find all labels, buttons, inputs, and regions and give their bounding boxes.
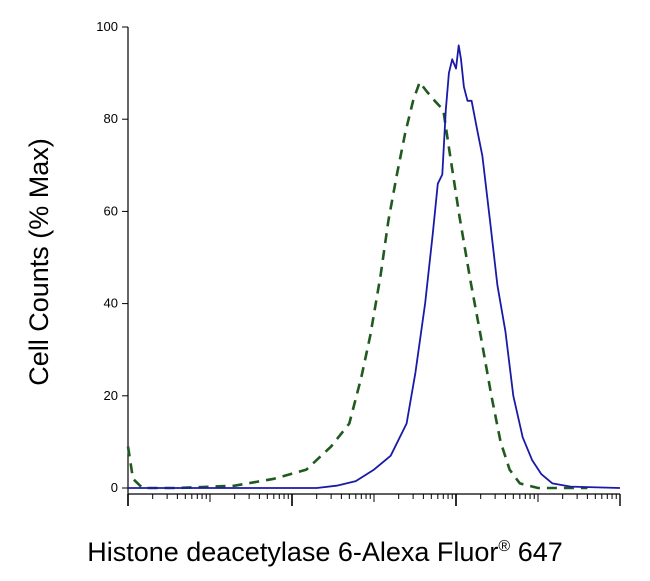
x-axis-title-suffix: 647 [510,537,563,567]
y-tick-label: 40 [104,296,118,311]
y-tick-label: 0 [111,480,118,495]
x-axis-title-main: Histone deacetylase 6-Alexa Fluor [87,537,498,567]
x-axis-title-superscript: ® [498,538,510,555]
y-tick-label: 80 [104,111,118,126]
series-line-solid [128,44,621,489]
series-line-dashed [126,81,588,490]
y-axis-title: Cell Counts (% Max) [24,138,54,386]
y-tick-label: 60 [104,203,118,218]
plot-area: 0 20 40 60 80 100 [96,19,621,506]
x-axis-title: Histone deacetylase 6-Alexa Fluor® 647 [87,537,563,567]
y-tick-label: 20 [104,388,118,403]
y-tick-label: 100 [96,19,118,34]
